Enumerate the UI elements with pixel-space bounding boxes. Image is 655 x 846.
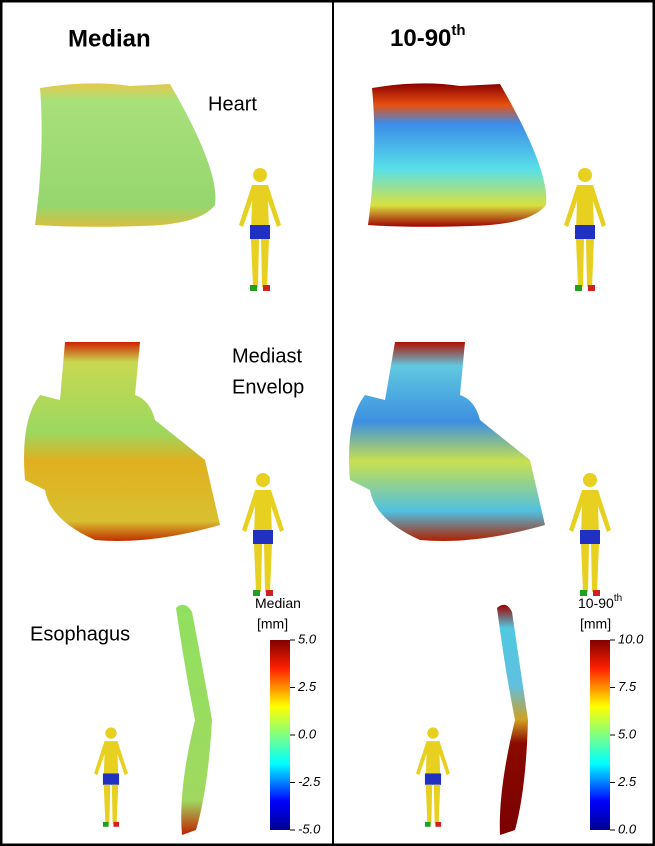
colorbar-tick-label: -5.0 bbox=[298, 821, 321, 836]
colorbar-tick-label: 10.0 bbox=[618, 631, 644, 646]
colorbar-title: Median bbox=[255, 595, 301, 611]
esophagus-range bbox=[497, 605, 528, 835]
esophagus-median bbox=[176, 605, 212, 835]
colorbar bbox=[270, 640, 290, 830]
column-title: Median bbox=[68, 25, 151, 52]
row-label: Esophagus bbox=[30, 623, 130, 645]
body-icon bbox=[564, 168, 606, 291]
row-label: Envelop bbox=[232, 376, 304, 398]
colorbar bbox=[590, 640, 610, 830]
colorbar-tick-label: -2.5 bbox=[298, 774, 321, 789]
colorbar-tick-label: 0.0 bbox=[298, 726, 317, 741]
colorbar-unit: [mm] bbox=[257, 616, 288, 632]
colorbar-tick-label: 2.5 bbox=[297, 679, 317, 694]
row-label: Heart bbox=[208, 93, 257, 115]
body-icon bbox=[416, 727, 450, 826]
mediastinum-range bbox=[349, 342, 545, 541]
mediastinum-median bbox=[24, 342, 220, 541]
colorbar-tick-label: 2.5 bbox=[617, 774, 637, 789]
colorbar-tick-label: 0.0 bbox=[618, 821, 637, 836]
colorbar-tick-label: 5.0 bbox=[618, 726, 637, 741]
body-icon bbox=[94, 727, 128, 826]
body-icon bbox=[239, 168, 281, 291]
colorbar-title: 10-90th bbox=[578, 593, 622, 611]
column-title: 10-90th bbox=[390, 22, 466, 52]
row-label: Mediast bbox=[232, 345, 302, 367]
colorbar-title-text: Median bbox=[255, 595, 301, 611]
body-icon bbox=[569, 473, 611, 596]
colorbar-title-sup: th bbox=[614, 593, 622, 604]
colorbar-unit: [mm] bbox=[580, 616, 611, 632]
heart-median bbox=[35, 83, 215, 226]
colorbar-tick-label: 5.0 bbox=[298, 631, 317, 646]
figure: Median 10-90th Heart Mediast Envelop Eso… bbox=[0, 0, 655, 846]
colorbar-title-text: 10-90 bbox=[578, 595, 614, 611]
body-icon bbox=[242, 473, 284, 596]
heart-range bbox=[368, 83, 546, 226]
colorbar-tick-label: 7.5 bbox=[618, 679, 637, 694]
